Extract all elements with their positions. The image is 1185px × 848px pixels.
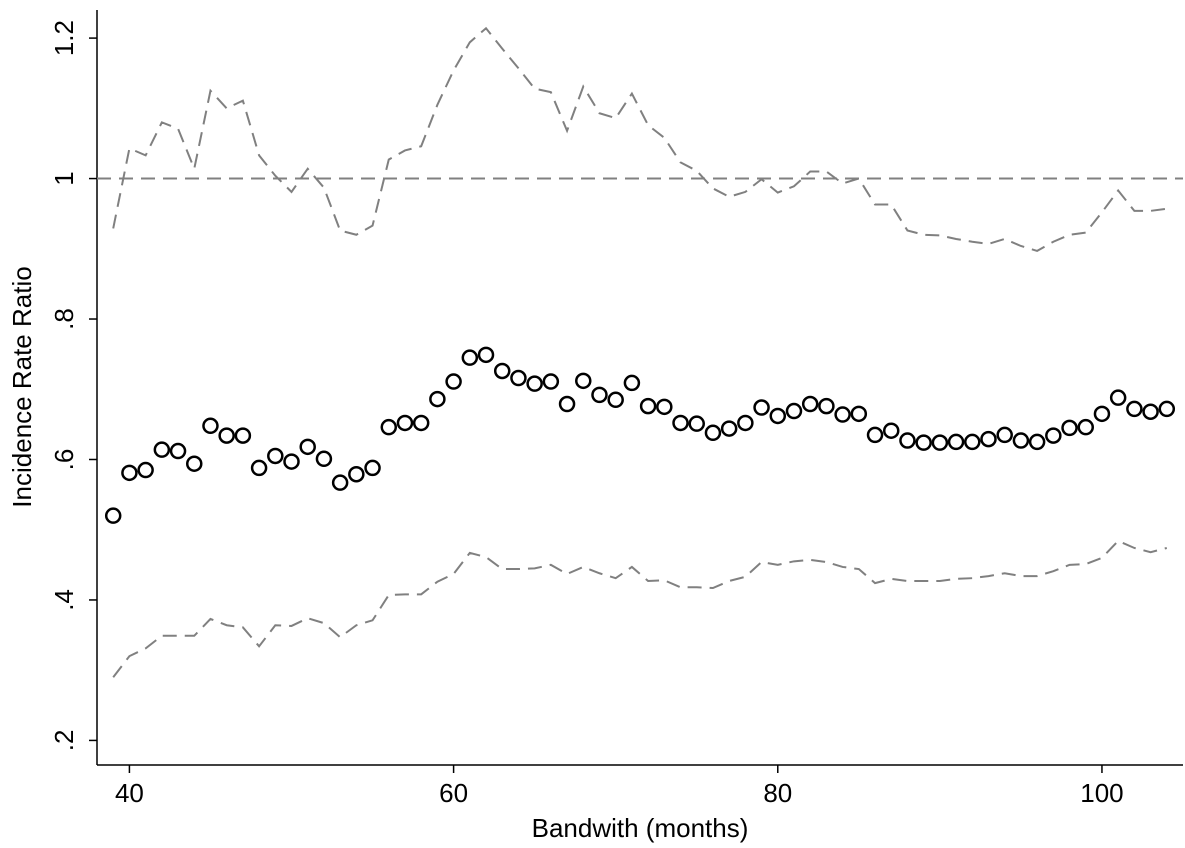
- y-tick-label: .6: [49, 449, 79, 471]
- point: [104, 507, 122, 524]
- point: [1142, 403, 1159, 420]
- point: [623, 374, 641, 392]
- point: [575, 372, 592, 390]
- point: [672, 414, 689, 432]
- point: [964, 433, 981, 451]
- point: [445, 373, 462, 390]
- point: [834, 406, 851, 423]
- point: [639, 397, 657, 415]
- x-tick-label: 100: [1080, 778, 1123, 808]
- point: [477, 346, 495, 364]
- point: [218, 427, 235, 444]
- point: [996, 426, 1013, 444]
- point: [202, 417, 219, 435]
- y-tick-label: 1: [49, 171, 79, 185]
- point: [656, 398, 673, 416]
- point: [931, 434, 949, 451]
- point: [1126, 400, 1143, 418]
- point: [591, 386, 608, 404]
- point: [234, 427, 252, 444]
- point: [720, 420, 738, 437]
- point: [915, 434, 932, 451]
- point: [1158, 400, 1176, 418]
- point: [461, 349, 479, 366]
- point: [882, 422, 900, 439]
- point: [153, 441, 171, 458]
- point: [1077, 418, 1094, 436]
- point: [348, 465, 365, 483]
- point: [866, 426, 884, 444]
- ci-line: [112, 26, 1167, 252]
- point: [267, 447, 284, 465]
- point: [980, 430, 997, 448]
- point: [753, 399, 770, 416]
- point: [558, 395, 576, 413]
- y-tick-label: .2: [49, 730, 79, 752]
- x-axis-title: Bandwith (months): [532, 813, 749, 843]
- point: [785, 402, 803, 420]
- x-tick-label: 40: [115, 778, 144, 808]
- point: [688, 415, 705, 432]
- y-tick-label: .8: [49, 308, 79, 330]
- point: [364, 459, 381, 477]
- y-tick-label: 1.2: [49, 20, 79, 56]
- point: [396, 414, 414, 432]
- point: [704, 424, 722, 442]
- point: [1028, 433, 1046, 451]
- point: [121, 464, 138, 482]
- point: [493, 362, 511, 380]
- point: [737, 414, 754, 432]
- point: [899, 432, 916, 449]
- point: [1093, 405, 1111, 423]
- point: [429, 390, 446, 408]
- point: [1109, 389, 1127, 406]
- x-tick-label: 60: [439, 778, 468, 808]
- point: [331, 474, 349, 491]
- y-axis-title: Incidence Rate Ratio: [7, 266, 37, 507]
- point: [186, 455, 203, 472]
- point: [169, 442, 187, 460]
- point: [1012, 432, 1030, 449]
- ci-line: [112, 539, 1168, 678]
- point: [769, 407, 787, 425]
- point: [850, 405, 868, 423]
- point: [137, 461, 154, 479]
- point: [283, 453, 300, 470]
- point: [1061, 419, 1078, 437]
- point: [299, 438, 316, 456]
- point: [315, 450, 333, 468]
- point: [947, 433, 965, 451]
- point: [542, 373, 560, 390]
- point: [801, 395, 819, 413]
- point: [1045, 427, 1062, 444]
- point: [526, 375, 543, 392]
- y-tick-label: .4: [49, 589, 79, 611]
- point: [607, 391, 624, 409]
- point: [412, 414, 430, 432]
- x-tick-label: 80: [763, 778, 792, 808]
- point: [818, 397, 835, 415]
- point: [250, 459, 268, 477]
- point: [380, 418, 398, 436]
- point: [510, 369, 527, 387]
